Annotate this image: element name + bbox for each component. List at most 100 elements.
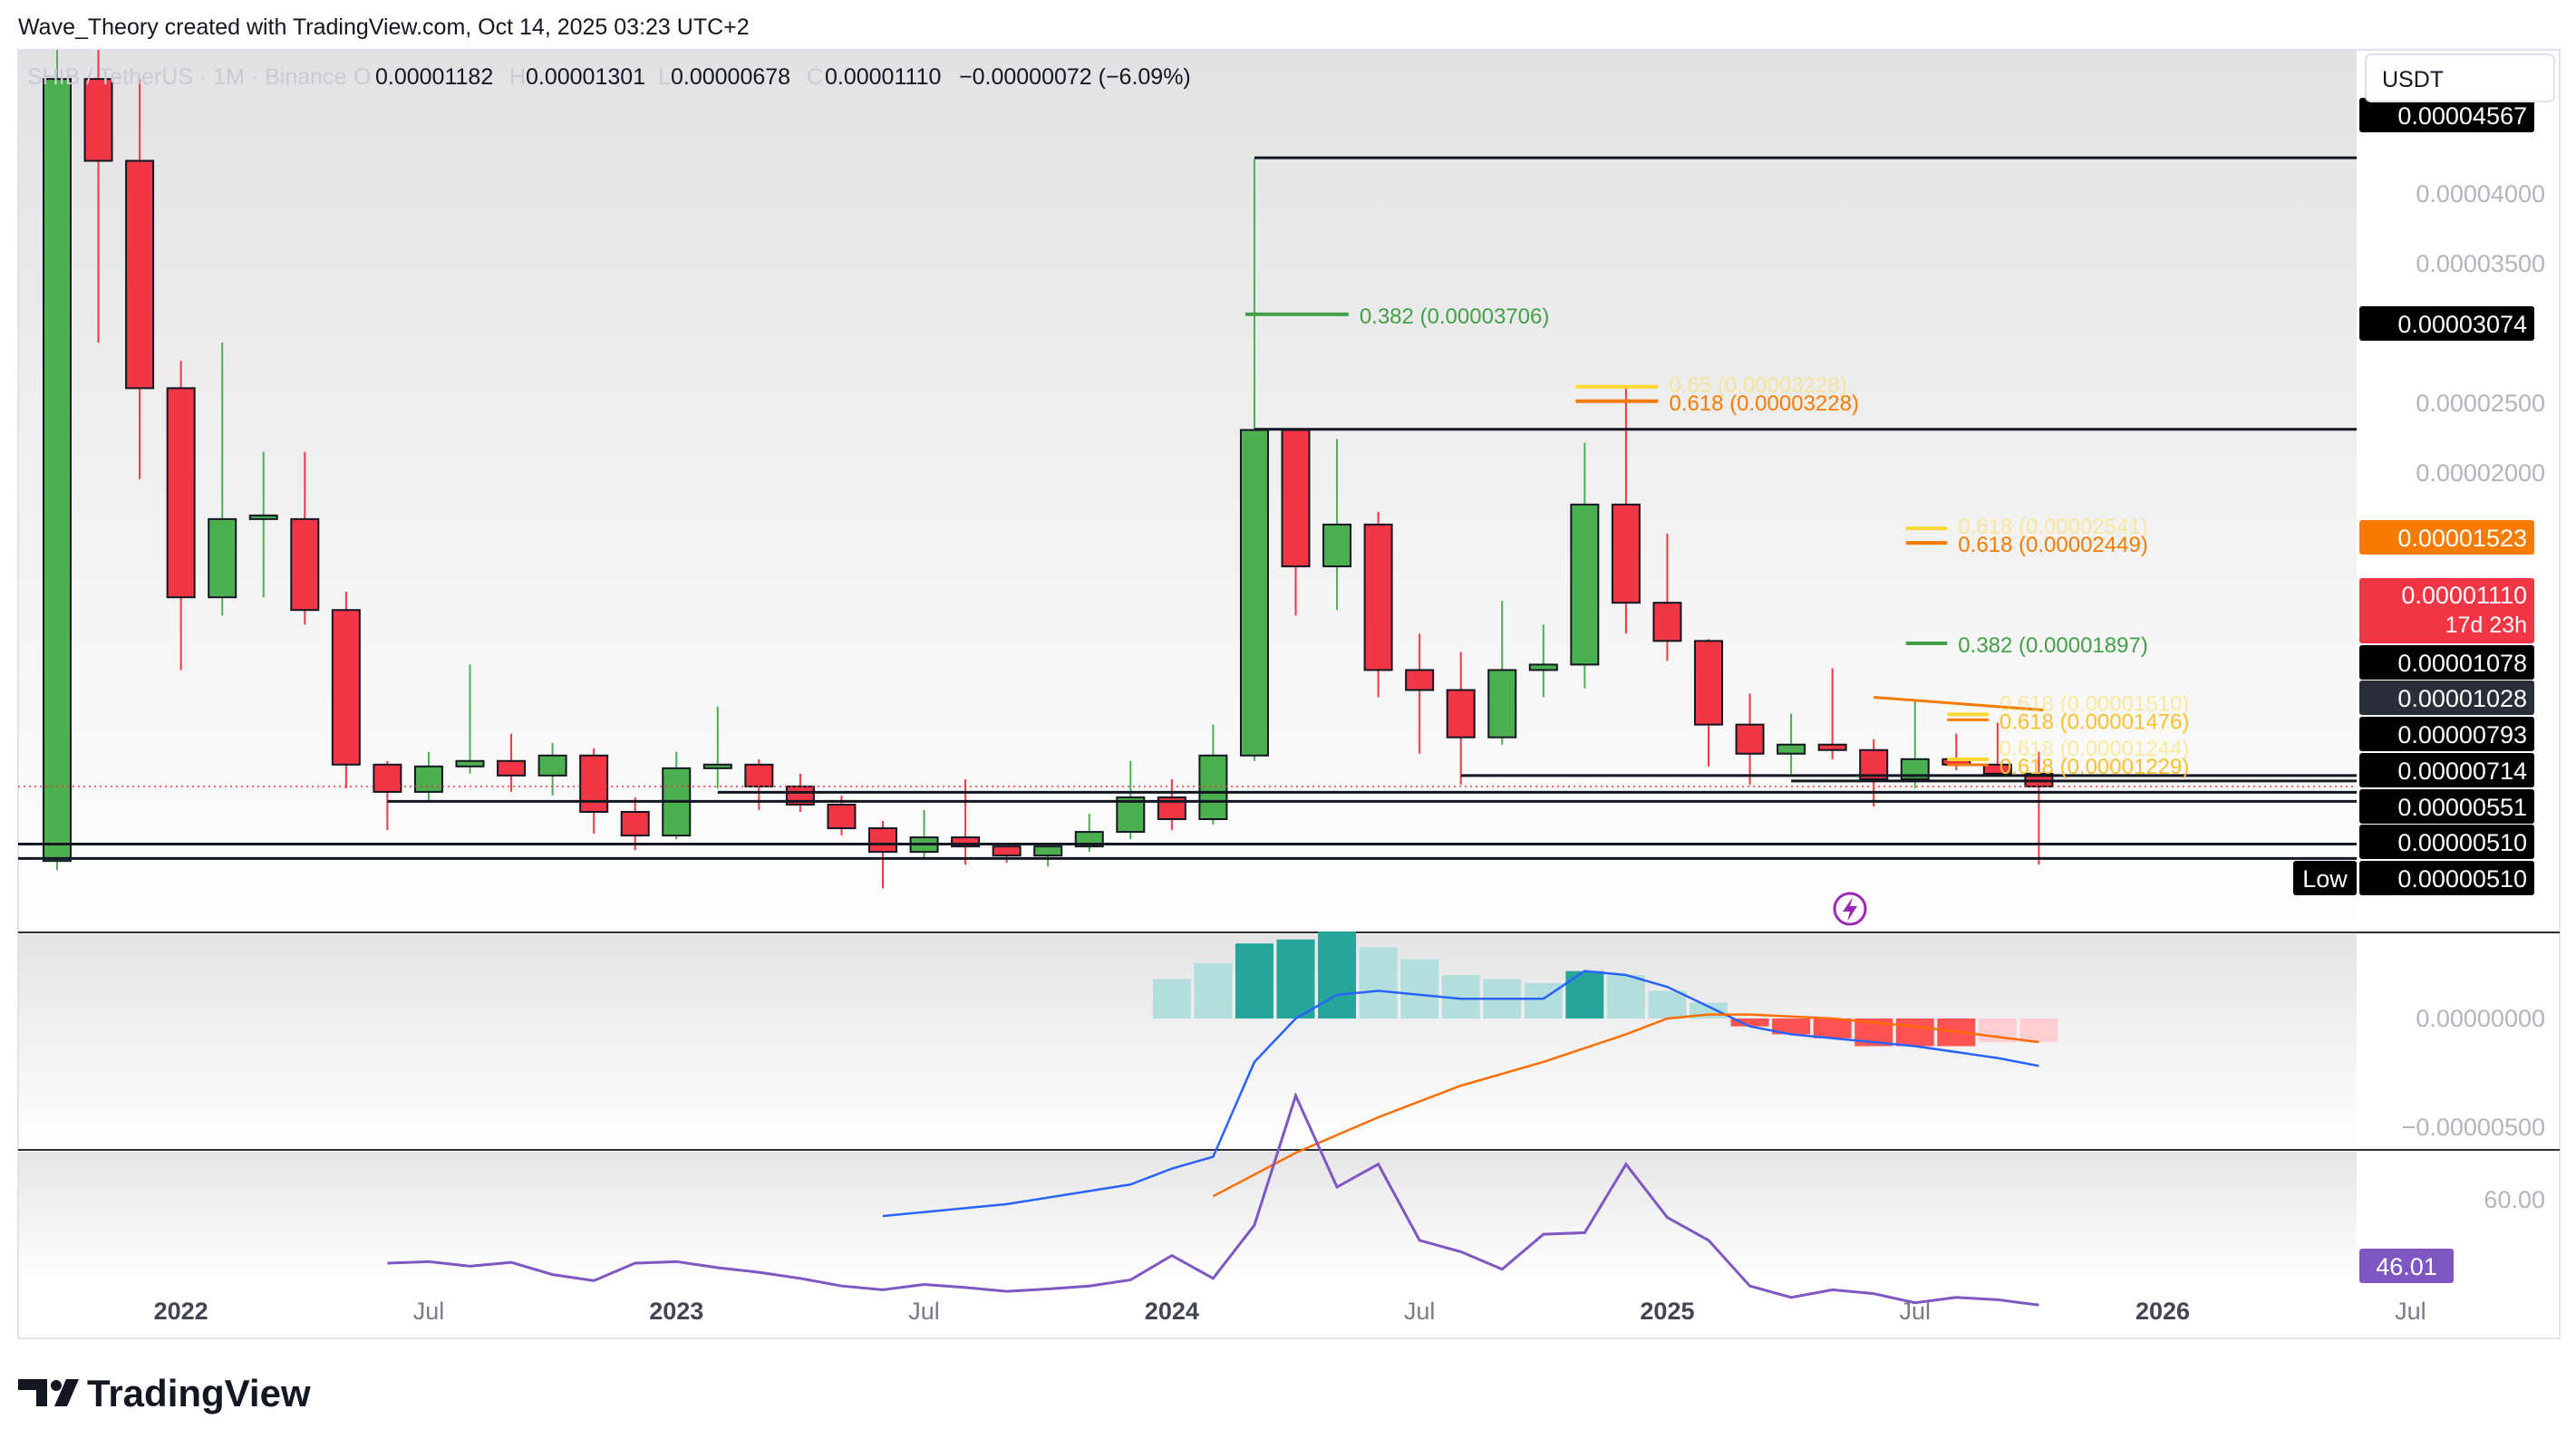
candle-body [1982,763,2012,775]
candle-body [1694,640,1723,726]
candle-body [1363,523,1393,671]
candle-body [1777,743,1806,755]
horizontal-levels [18,156,2357,860]
credit-text: Wave_Theory created with TradingView.com… [18,14,750,40]
macd-histogram-bar [1648,990,1687,1018]
price-tag: 0.00004567 [2397,102,2527,130]
ohlc-open: 0.00001182 [375,64,493,90]
macd-histogram-bar [1772,1018,1811,1035]
macd-y-tick-label: 0.00000000 [2416,1005,2545,1032]
macd-histogram-bar [1895,1018,1934,1047]
x-tick-label: Jul [1404,1298,1436,1325]
fib-ghost-label: 0.618 (0.00001244) [2000,737,2190,761]
price-tag: 0.00000510 [2397,829,2527,856]
candle-body [620,810,650,837]
price-tag: 0.00000510 [2397,865,2527,893]
candle-body [537,754,567,777]
candle-body [1116,796,1146,834]
lightning-icon[interactable] [1833,892,1867,926]
candle-body [1405,669,1435,691]
ohlc-o-label: O [353,64,371,90]
x-tick-label: 2024 [1145,1298,1199,1325]
candle-body [1528,663,1558,671]
rsi-y-tick-label: 60.00 [2484,1186,2545,1213]
fib-label: 0.618 (0.00001229) [2000,755,2190,779]
candle-body [992,845,1022,857]
rsi-value-tag-bg [2359,1249,2454,1283]
tradingview-logo-icon [18,1379,79,1406]
currency-label: USDT [2382,67,2444,92]
ohlc-close: 0.00001110 [825,64,941,90]
macd-histogram-bar [1194,962,1233,1018]
ohlc-l-label: L [658,64,671,90]
fib-marks: 0.382 (0.00003706)0.65 (0.00003228)0.618… [1244,304,2190,779]
fib-ghost-label: 0.618 (0.00002541) [1958,515,2148,539]
x-tick-label: Jul [908,1298,940,1325]
price-tag-bg [2359,98,2534,132]
ohlc-change: −0.00000072 (−6.09%) [959,64,1191,90]
price-tags: 0.00004567 0.00003074 0.00001523 0.00001110… [2293,98,2534,1283]
rsi-axis-ticks[interactable]: 60.00 [2484,1186,2545,1213]
currency-button[interactable]: USDT [2365,53,2555,102]
candle-body [248,514,278,520]
candle-body [1033,845,1063,857]
macd-axis-ticks[interactable]: 0.00000000 −0.00000500 [2402,1005,2545,1141]
x-tick-label: 2022 [154,1298,208,1325]
candle-body [290,517,320,612]
candle-body [413,765,443,793]
fib-label: 0.618 (0.00002449) [1958,533,2148,557]
tradingview-logo[interactable]: TradingView [18,1372,311,1414]
macd-histogram-bar [1730,1018,1769,1027]
macd-histogram-bar [1813,1018,1852,1038]
candle-body [43,78,72,863]
symbol-legend[interactable]: SHIB / TetherUS · 1M · Binance O 0.00001… [27,64,1191,90]
price-tag: 0.00000551 [2397,794,2527,821]
candle-body [1570,503,1600,666]
candle-body [1198,754,1228,821]
time-axis[interactable]: 2022 Jul 2023 Jul 2024 Jul 2025 Jul 2026 Jul [154,1298,2426,1325]
price-tag-bg [2359,717,2534,751]
symbol-title[interactable]: SHIB / TetherUS · 1M · Binance [27,64,346,90]
rsi-pane-background [18,1152,2357,1280]
current-price-tag-bg [2359,578,2534,643]
chart-frame [17,49,2561,1339]
y-tick-label: 0.00004000 [2416,180,2545,208]
candle-body [579,754,609,813]
candle-body [1817,743,1847,751]
macd-y-tick-label: −0.00000500 [2402,1114,2545,1141]
signal-line [1212,1013,2039,1198]
candle-body [1239,429,1269,757]
low-label-bg [2293,861,2357,895]
candle-body [827,803,857,830]
macd-line [882,970,2039,1218]
fib-label: 0.618 (0.00003228) [1669,391,1859,416]
candle-body [1652,602,1682,642]
price-tag-bg [2359,861,2534,895]
x-tick-label: Jul [1899,1298,1931,1325]
candle-body [497,759,527,777]
price-tag: 0.00001028 [2397,685,2527,712]
rsi-line [387,1092,2039,1307]
price-pane-background [18,50,2357,931]
candle-body [331,609,361,766]
price-axis-ticks[interactable]: 0.00004000 0.00003500 0.00002500 0.00002… [2416,180,2545,487]
rsi-indicator [387,1092,2039,1307]
macd-histogram-bar [1606,975,1645,1018]
price-tag: 0.00001523 [2397,525,2527,552]
fib-ghost-label: 0.65 (0.00003228) [1669,373,1846,398]
ohlc-c-label: C [807,64,823,90]
candle-body [1487,669,1517,738]
macd-histogram-bar [1318,932,1357,1018]
candle-body [1281,429,1311,568]
macd-histogram-bar [2019,1018,2058,1043]
price-tag: 0.00000714 [2397,758,2527,785]
x-tick-label: 2023 [649,1298,703,1325]
trendline [1874,696,2044,712]
candle-body [455,759,485,767]
tradingview-logo-text: TradingView [87,1372,311,1414]
y-tick-label: 0.00003500 [2416,250,2545,277]
y-tick-label: 0.00002000 [2416,459,2545,487]
ohlc-high: 0.00001301 [526,64,645,90]
candle-body [951,836,981,848]
